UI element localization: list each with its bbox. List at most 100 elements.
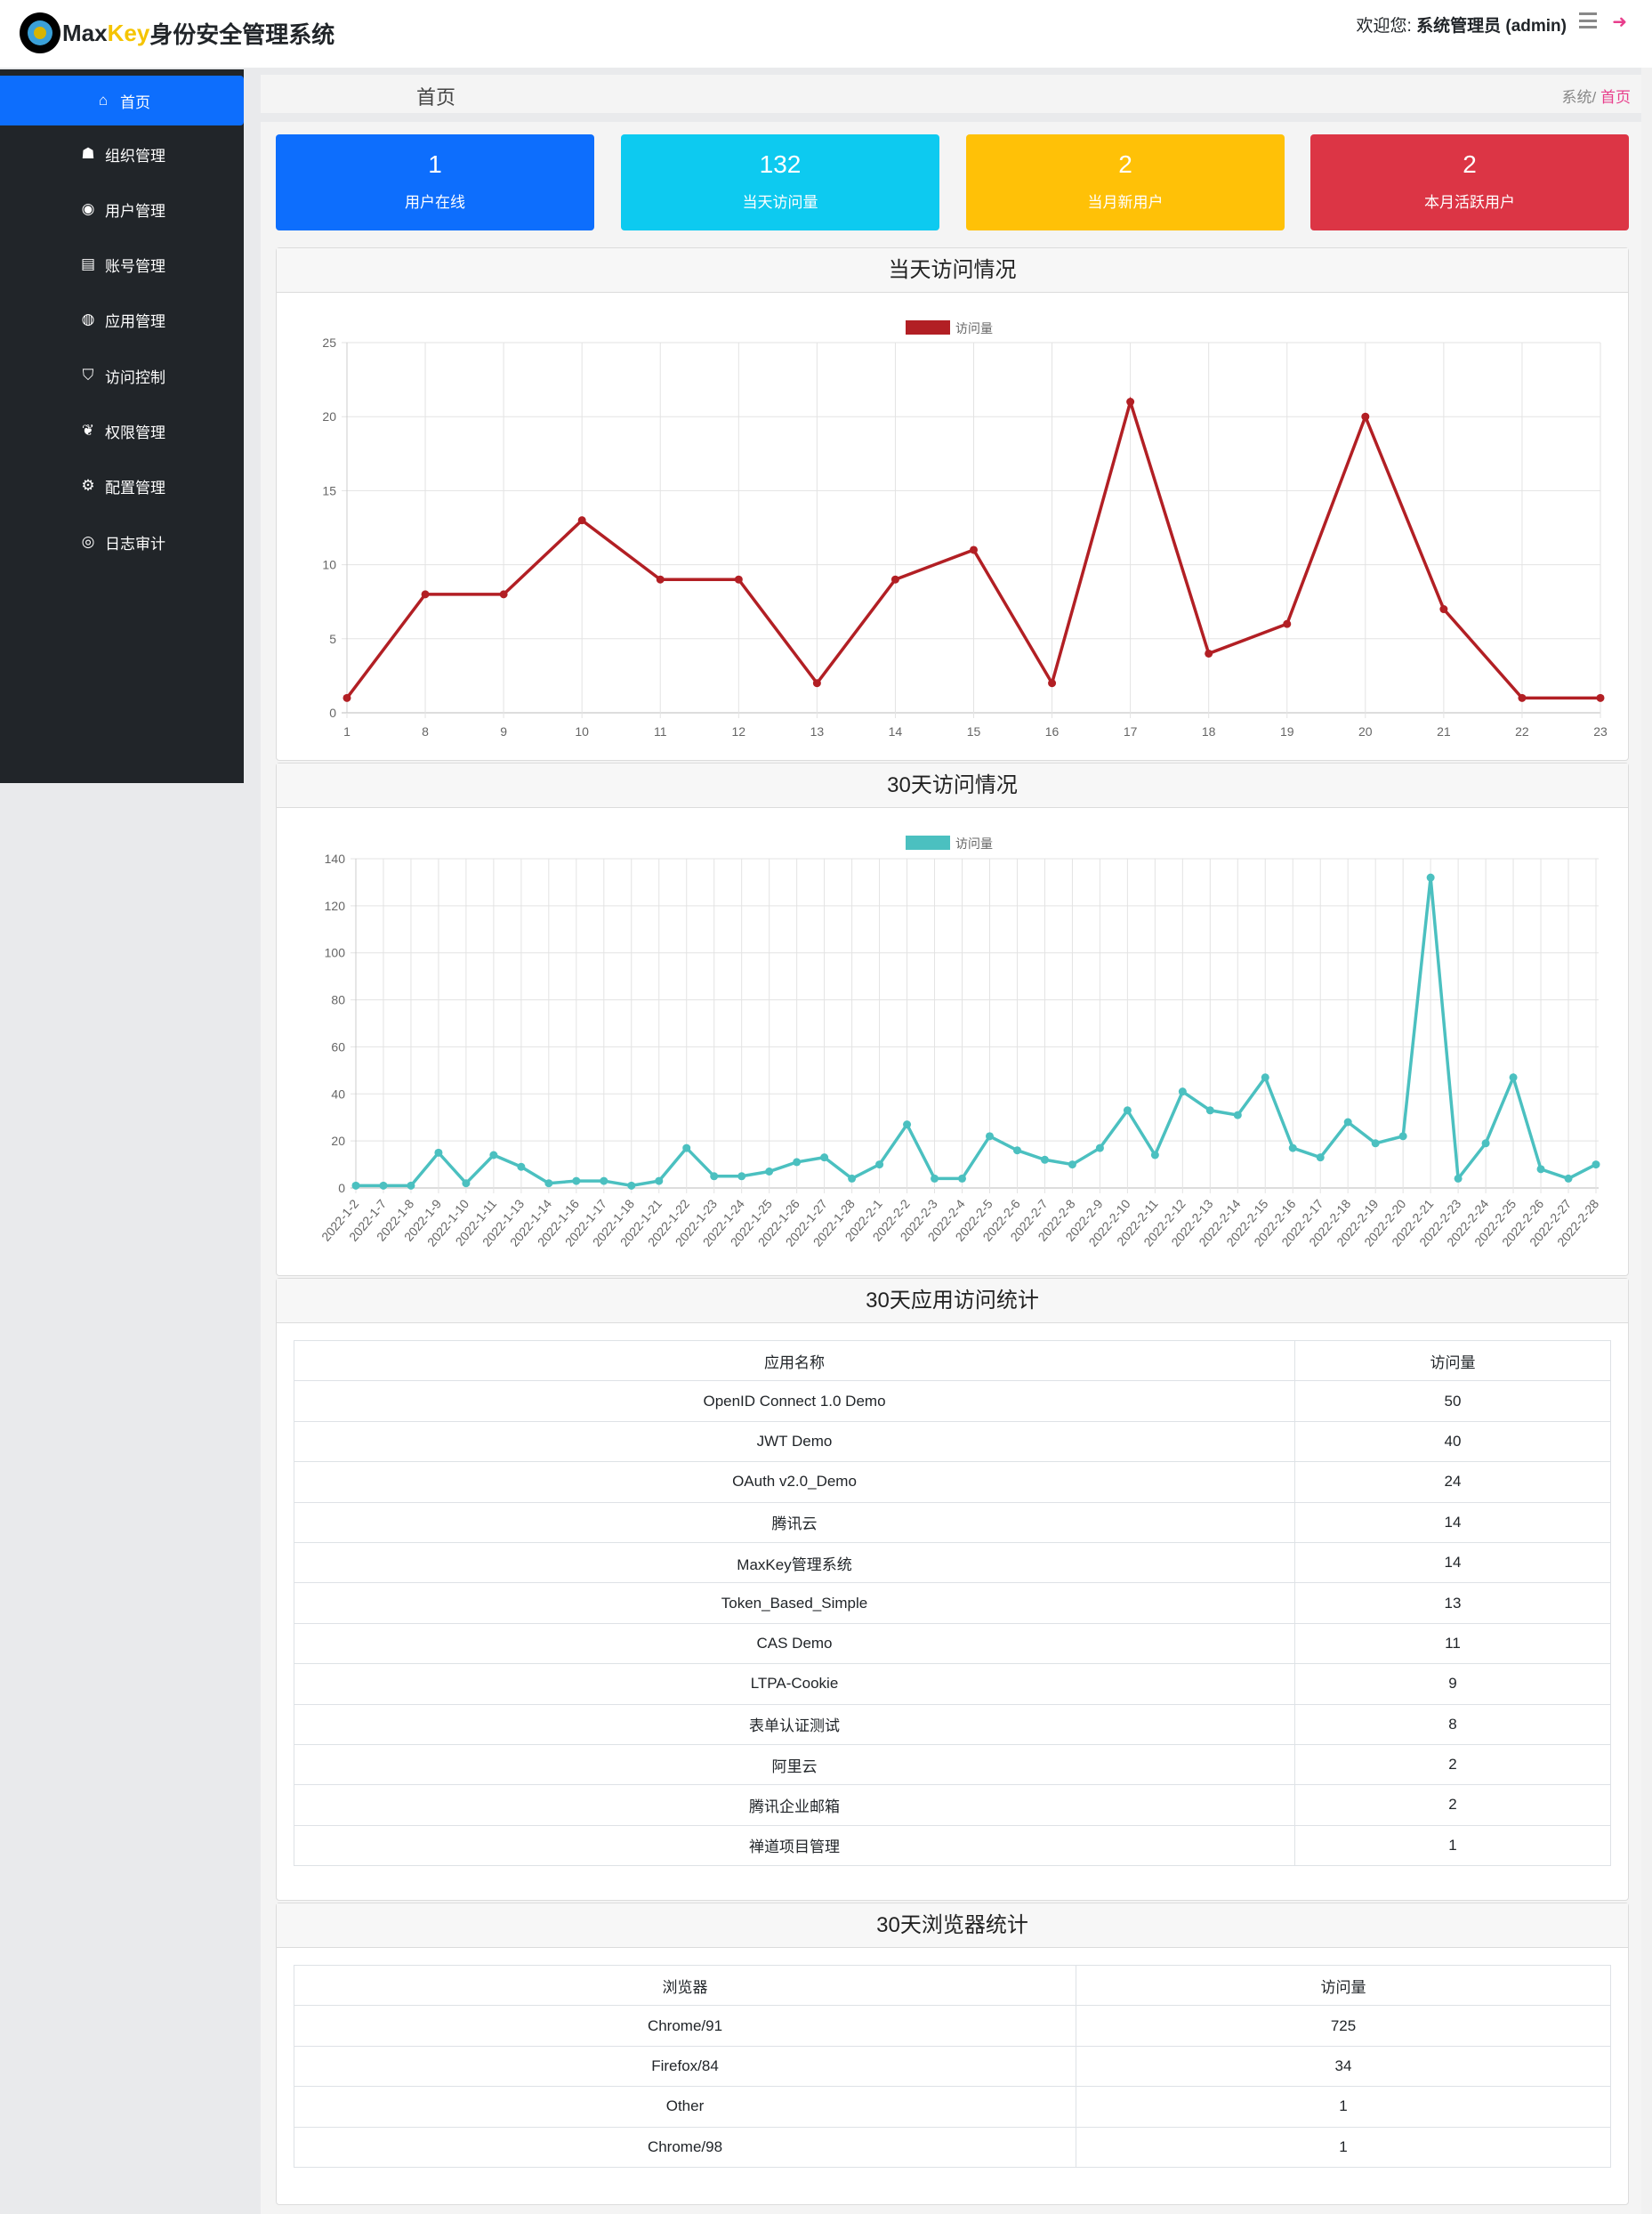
legend-swatch	[906, 320, 950, 335]
data-point	[1040, 1155, 1049, 1164]
cogs-icon: ⚙	[81, 477, 95, 494]
legend-swatch	[906, 836, 950, 850]
data-point	[848, 1174, 857, 1183]
data-point	[1426, 873, 1435, 882]
data-point	[903, 1120, 912, 1129]
y-tick-label: 20	[331, 1134, 345, 1148]
sidebar-item-3[interactable]: ▤ 账号管理	[0, 239, 244, 289]
legend-label: 访问量	[955, 321, 993, 335]
x-tick-label: 9	[500, 724, 507, 739]
data-point	[1592, 1160, 1600, 1169]
data-point	[1095, 1143, 1104, 1152]
table-row: Other 1	[294, 2086, 1611, 2128]
data-point	[970, 545, 978, 554]
data-point	[1371, 1139, 1380, 1148]
stat-box[interactable]: 2 当月新用户	[966, 134, 1285, 230]
sidebar-item-label: 应用管理	[105, 312, 165, 330]
table-row: OAuth v2.0_Demo 24	[294, 1461, 1611, 1503]
x-tick-label: 1	[343, 724, 351, 739]
legend-label: 访问量	[955, 836, 993, 851]
data-point	[820, 1153, 829, 1162]
sidebar-item-6[interactable]: ❦ 权限管理	[0, 406, 244, 456]
top-header: Max Key 身份安全管理系统 欢迎您: 系统管理员 (admin) ➜	[0, 0, 1652, 68]
data-point	[1205, 1106, 1214, 1115]
menu-icon[interactable]	[1579, 12, 1597, 28]
data-point	[812, 679, 821, 688]
data-point	[1233, 1111, 1242, 1119]
data-point	[517, 1162, 526, 1171]
card-title: 30天访问情况	[277, 764, 1628, 808]
breadcrumb-parent[interactable]: 系统	[1561, 89, 1592, 106]
count-cell: 1	[1294, 1824, 1611, 1867]
sidebar-item-1[interactable]: ☗ 组织管理	[0, 129, 244, 179]
table-row: Firefox/84 34	[294, 2045, 1611, 2088]
x-tick-label: 22	[1515, 724, 1529, 739]
breadcrumb: 系统/ 首页	[1562, 85, 1631, 107]
scrollbar[interactable]	[1641, 68, 1652, 2214]
sidebar-item-label: 权限管理	[105, 424, 165, 441]
card-title: 30天应用访问统计	[277, 1279, 1628, 1323]
sidebar-item-5[interactable]: ⛉ 访问控制	[0, 351, 244, 400]
stat-box[interactable]: 132 当天访问量	[621, 134, 939, 230]
card-title: 当天访问情况	[277, 248, 1628, 293]
table-row: 阿里云 2	[294, 1743, 1611, 1786]
data-point	[655, 1176, 664, 1185]
today-visits-card: 当天访问情况	[276, 247, 1629, 761]
logout-icon[interactable]: ➜	[1612, 12, 1627, 32]
x-tick-label: 16	[1045, 724, 1060, 739]
user-circle-icon: ◉	[81, 200, 95, 217]
data-point	[1518, 693, 1527, 702]
name-cell: Firefox/84	[294, 2045, 1076, 2088]
data-point	[1150, 1151, 1159, 1160]
name-cell: 表单认证测试	[294, 1703, 1295, 1745]
data-point	[1536, 1165, 1545, 1174]
table-row: Chrome/91 725	[294, 2005, 1611, 2047]
data-point	[793, 1158, 802, 1167]
app-stats-table: 应用名称 访问量 OpenID Connect 1.0 Demo 50 JWT Demo…	[294, 1339, 1611, 1867]
stat-box[interactable]: 2 本月活跃用户	[1310, 134, 1629, 230]
table-row: JWT Demo 40	[294, 1420, 1611, 1463]
sidebar-item-8[interactable]: ◎ 日志审计	[0, 517, 244, 567]
count-cell: 13	[1294, 1582, 1611, 1624]
table-row: 腾讯云 14	[294, 1501, 1611, 1543]
data-point	[682, 1143, 691, 1152]
count-cell: 11	[1294, 1622, 1611, 1665]
table-row: 腾讯企业邮箱 2	[294, 1784, 1611, 1826]
stat-value: 2	[1118, 150, 1132, 178]
name-cell: 阿里云	[294, 1743, 1295, 1786]
logo[interactable]: Max Key 身份安全管理系统	[20, 11, 334, 55]
x-tick-label: 18	[1202, 724, 1216, 739]
sidebar-item-0[interactable]: ⌂ 首页	[0, 76, 244, 125]
table-row: Chrome/98 1	[294, 2126, 1611, 2168]
data-point	[572, 1176, 581, 1185]
count-cell: 1	[1076, 2126, 1611, 2168]
y-tick-label: 80	[331, 993, 345, 1007]
breadcrumb-bar: 首页 系统/ 首页	[261, 75, 1641, 113]
x-tick-label: 15	[967, 724, 981, 739]
sidebar-item-2[interactable]: ◉ 用户管理	[0, 184, 244, 234]
count-cell: 9	[1294, 1663, 1611, 1705]
count-cell: 40	[1294, 1420, 1611, 1463]
name-cell: 腾讯云	[294, 1501, 1295, 1543]
column-header: 浏览器	[294, 1964, 1076, 2007]
logo-key: Key	[107, 19, 150, 46]
browser-stats-table: 浏览器 访问量 Chrome/91 725 Firefox/84 34 Other 1 Chro…	[294, 1964, 1611, 2168]
data-point	[1123, 1106, 1132, 1115]
data-point	[577, 516, 586, 525]
sidebar: ⌂ 首页 ☗ 组织管理 ◉ 用户管理 ▤ 账号管理 ◍ 应用管理 ⛉ 访问控制 ❦ 权限管理 ⚙ 配置管理 ◎ 日…	[0, 69, 244, 783]
sidebar-item-label: 访问控制	[105, 368, 165, 386]
data-point	[600, 1176, 608, 1185]
sidebar-item-4[interactable]: ◍ 应用管理	[0, 295, 244, 344]
count-cell: 725	[1076, 2005, 1611, 2047]
stat-box[interactable]: 1 用户在线	[276, 134, 594, 230]
data-point	[1596, 693, 1605, 702]
sidebar-item-label: 日志审计	[105, 535, 165, 553]
data-point	[958, 1174, 967, 1183]
current-user[interactable]: 系统管理员 (admin)	[1416, 17, 1567, 36]
data-point	[656, 575, 665, 584]
sidebar-item-7[interactable]: ⚙ 配置管理	[0, 461, 244, 511]
name-cell: CAS Demo	[294, 1622, 1295, 1665]
month-visits-chart: 访问量0204060801001201402022-1-22022-1-7202…	[318, 836, 1601, 1249]
data-point	[434, 1148, 443, 1157]
count-cell: 24	[1294, 1461, 1611, 1503]
